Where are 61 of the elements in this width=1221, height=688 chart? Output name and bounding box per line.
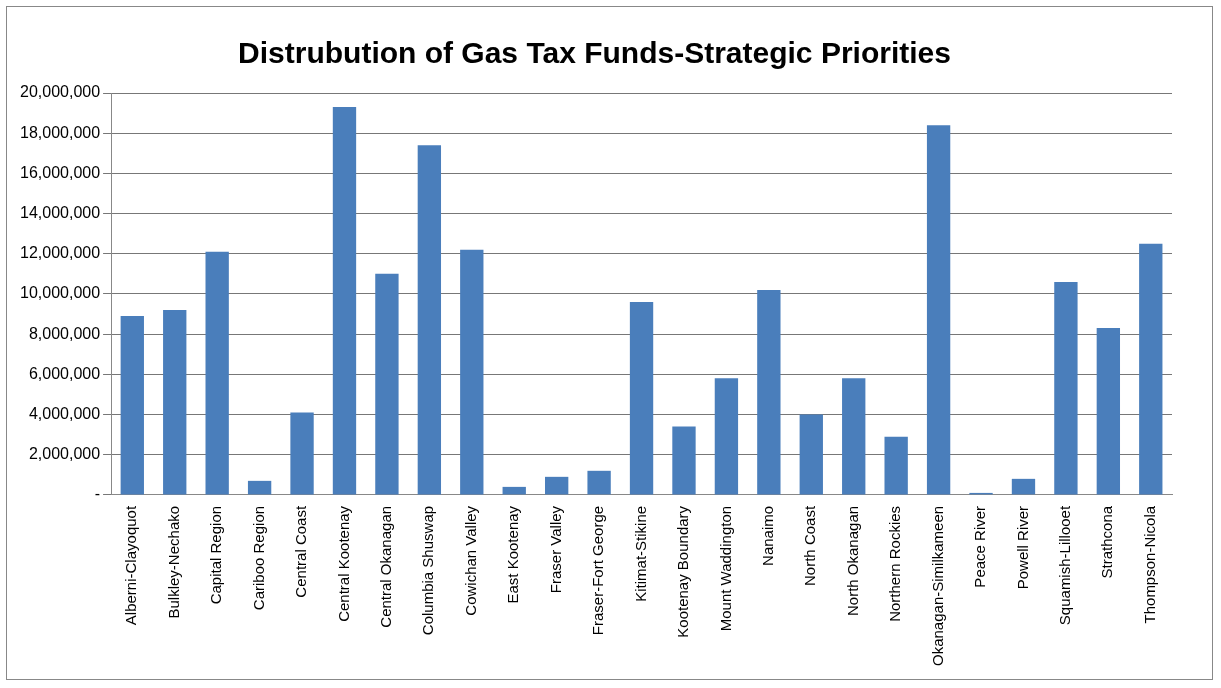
bar [587, 470, 611, 495]
x-tick-label: Strathcona [1098, 505, 1116, 579]
bar [545, 476, 569, 495]
x-tick-label: Central Coast [292, 505, 310, 598]
x-tick-label: Powell River [1013, 505, 1031, 590]
bar [884, 436, 908, 495]
x-tick-label: Peace River [971, 505, 989, 588]
bar [502, 486, 526, 495]
bar [332, 107, 357, 495]
bar [205, 251, 229, 495]
chart-title: Distrubution of Gas Tax Funds-Strategic Priorities [238, 36, 951, 70]
y-tick-label: 16,000,000 [20, 163, 101, 181]
x-tick-label: Mount Waddington [716, 505, 734, 632]
y-tick-label: 2,000,000 [28, 445, 101, 463]
y-tick-label: 4,000,000 [28, 404, 101, 422]
bar [163, 310, 187, 495]
y-tick-label: 8,000,000 [28, 324, 101, 342]
bar [629, 302, 654, 495]
x-tick-label: North Okanagan [843, 505, 861, 616]
x-tick-label: Thompson-Nicola [1140, 505, 1158, 624]
x-tick-label: East Kootenay [504, 505, 522, 604]
bar [714, 378, 739, 495]
x-tick-label: Capital Region [207, 505, 225, 605]
y-tick-label: 10,000,000 [20, 284, 101, 302]
bar [757, 289, 781, 495]
bar [1139, 243, 1163, 495]
y-tick-label: 18,000,000 [20, 123, 101, 141]
bar [247, 480, 272, 495]
x-tick-label: Fraser Valley [546, 505, 564, 594]
bar [1054, 281, 1078, 495]
y-tick-label: 20,000,000 [20, 83, 101, 101]
bar [1096, 328, 1121, 495]
bar [375, 273, 399, 495]
x-tick-label: Bulkley-Nechako [164, 505, 182, 619]
x-tick-label: Kootenay Boundary [674, 505, 692, 638]
x-tick-label: Squamish-Lillooet [1056, 505, 1074, 626]
bar [799, 414, 823, 495]
bar [417, 145, 442, 495]
x-tick-label: Nanaimo [758, 505, 776, 566]
bar [120, 316, 144, 495]
bar [460, 249, 484, 495]
x-tick-label: Central Okanagan [377, 505, 395, 628]
y-tick-label: 14,000,000 [20, 203, 101, 221]
x-tick-label: Kitimat-Stikine [631, 505, 649, 602]
bar [290, 412, 314, 495]
x-tick-label: Central Kootenay [334, 505, 352, 622]
bar [842, 378, 866, 495]
x-tick-label: Northern Rockies [886, 505, 904, 622]
y-tick-label: 6,000,000 [28, 364, 101, 382]
y-tick-label: 12,000,000 [20, 244, 101, 262]
x-tick-label: Cowichan Valley [461, 505, 479, 616]
x-tick-label: Cariboo Region [249, 505, 267, 611]
x-tick-label: Okanagan-Similkameen [928, 505, 946, 666]
y-tick-label: - [94, 485, 101, 503]
x-tick-label: North Coast [801, 505, 819, 586]
x-tick-label: Alberni-Clayoquot [122, 505, 140, 626]
x-tick-label: Fraser-Fort George [589, 505, 607, 636]
bar [926, 125, 951, 495]
bar [1011, 478, 1036, 495]
bar [672, 426, 696, 495]
x-tick-label: Columbia Shuswap [419, 505, 437, 636]
